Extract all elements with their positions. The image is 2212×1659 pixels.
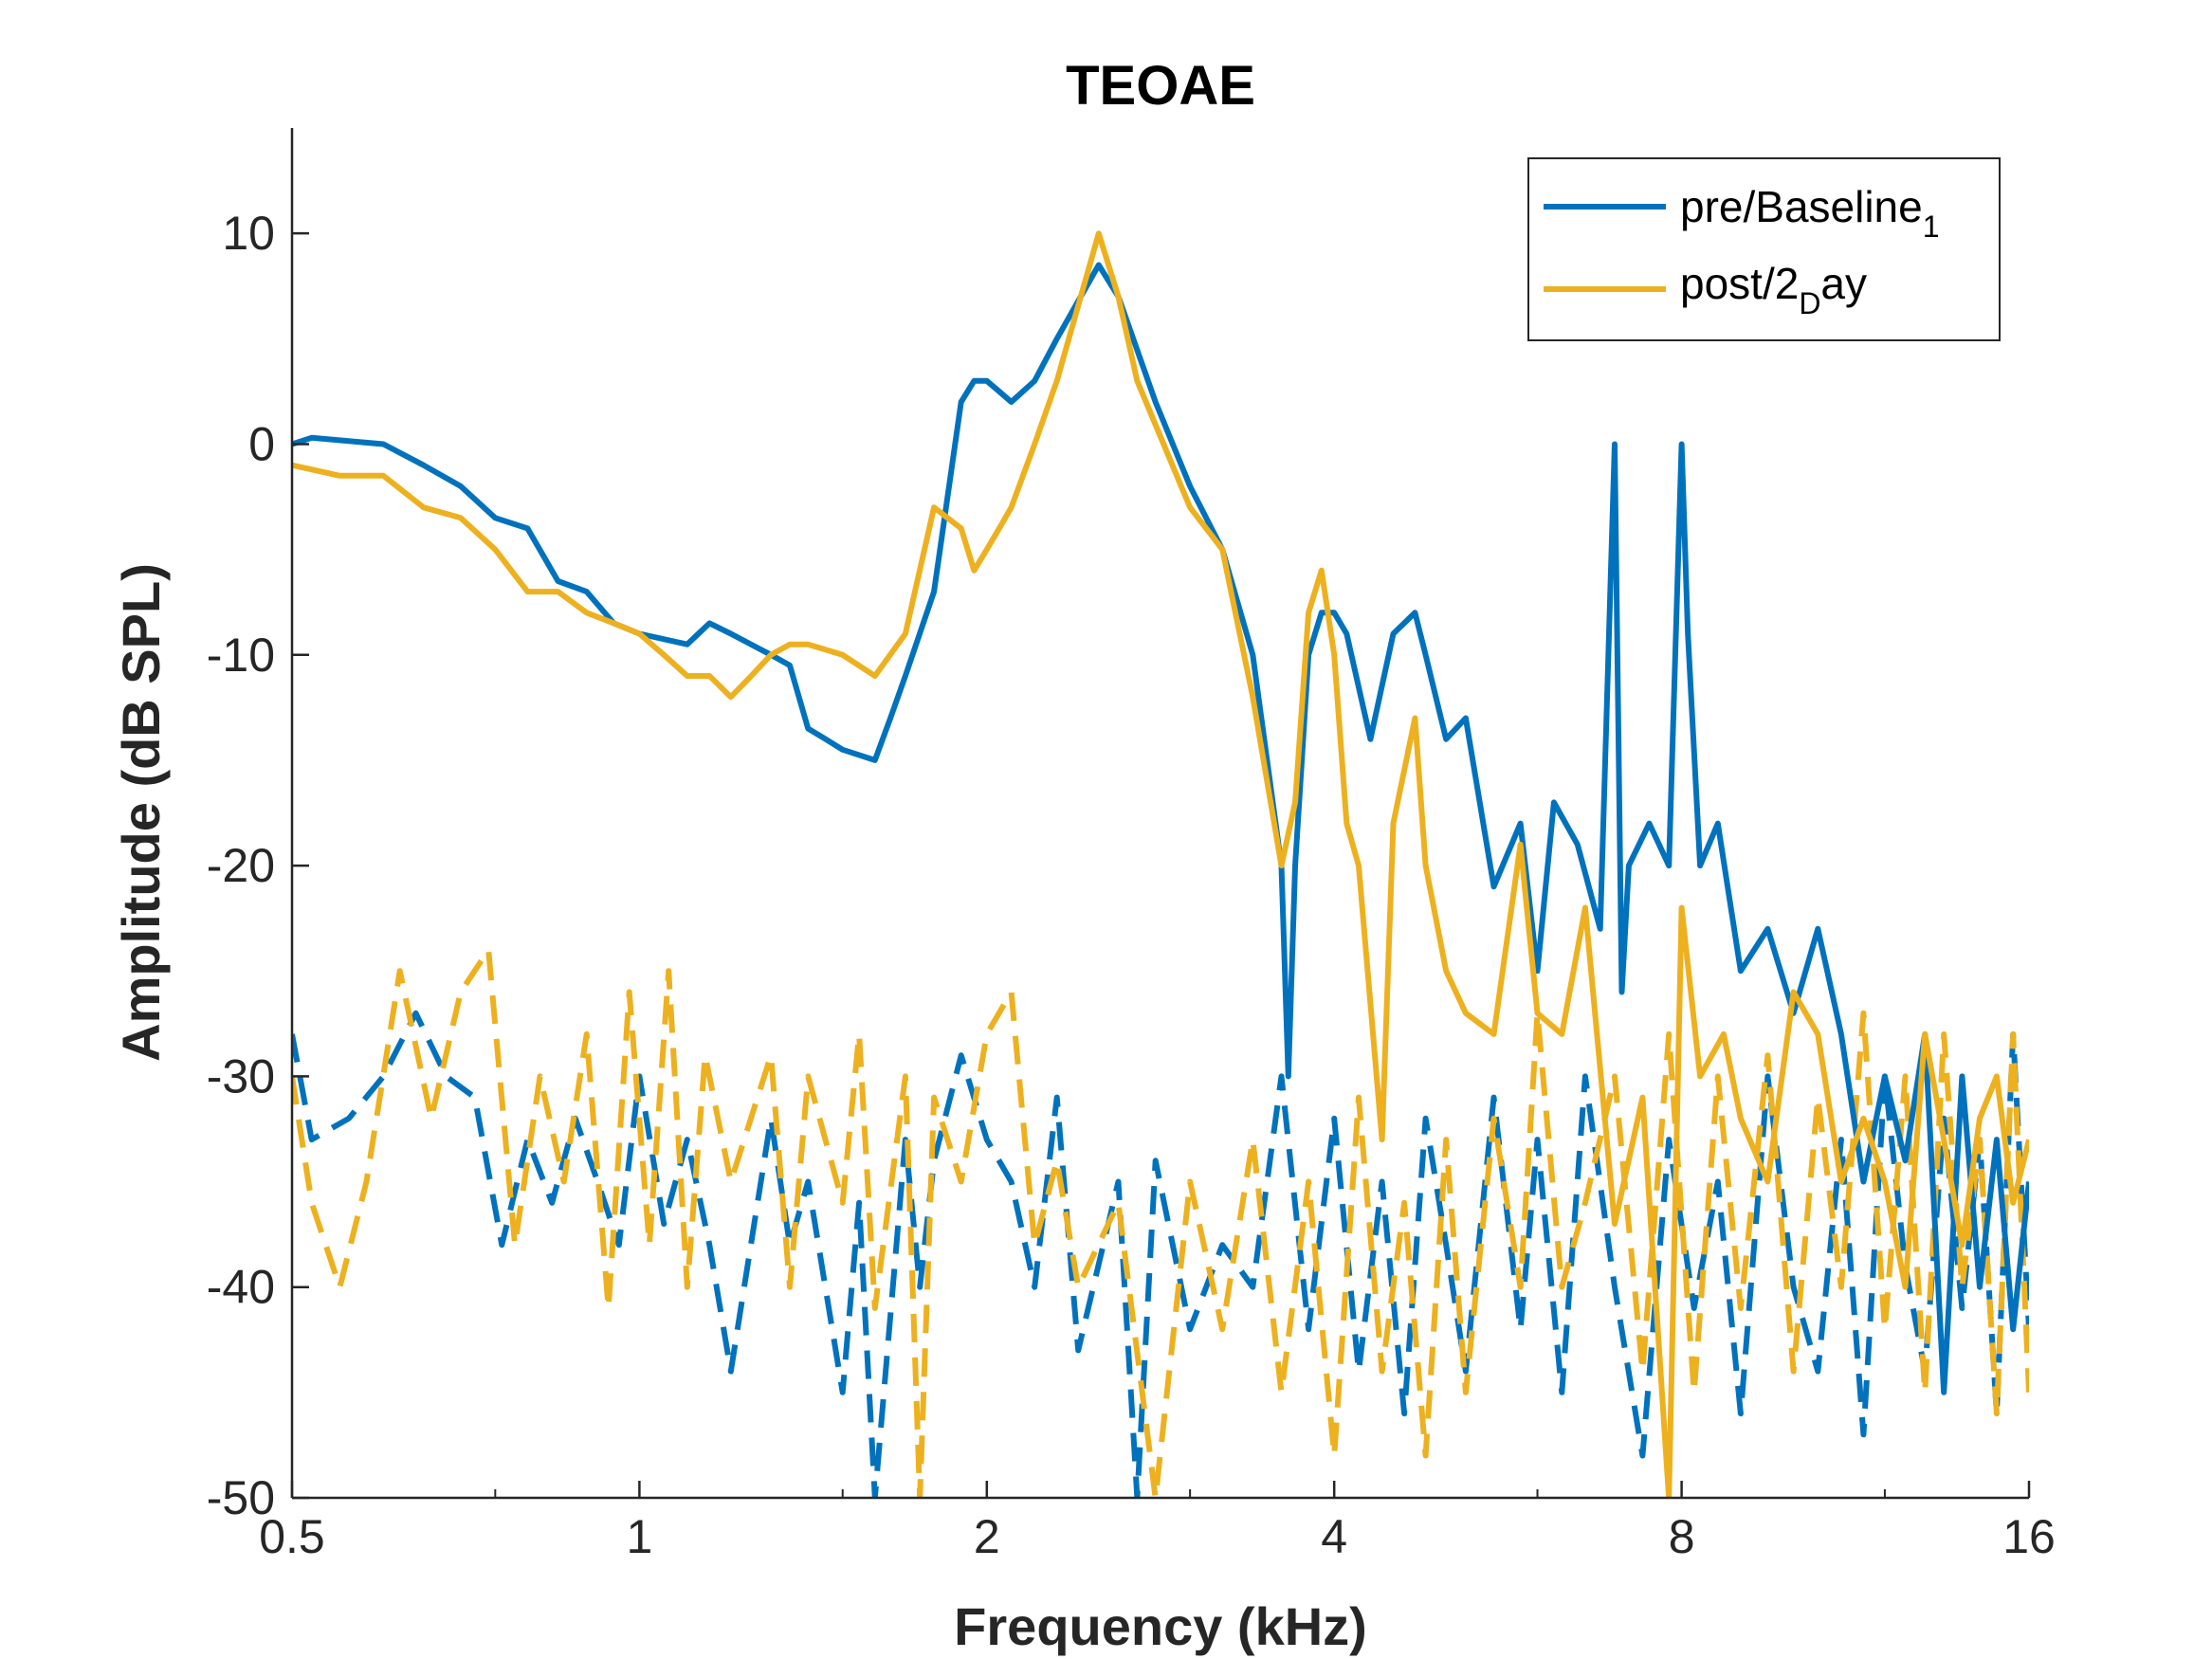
- x-ticks: 0.5 1 2 4 8 16: [259, 1481, 2056, 1563]
- series-layer: [292, 230, 2029, 1498]
- legend-label-pre-baseline: pre/Baseline1: [1680, 182, 1940, 244]
- y-tick-label: -30: [207, 1049, 275, 1103]
- x-tick-label: 1: [626, 1510, 652, 1563]
- series-line-0: [292, 262, 2029, 1395]
- y-tick-label: 0: [248, 417, 275, 470]
- y-tick-label: -50: [207, 1471, 275, 1524]
- legend-label-post-2day: post/2Day: [1680, 259, 1867, 320]
- chart-title: TEOAE: [1066, 55, 1255, 117]
- legend: pre/Baseline1 post/2Day: [1527, 157, 2001, 341]
- axes: [290, 128, 2029, 1500]
- x-tick-label: 2: [974, 1510, 1000, 1563]
- x-tick-label: 16: [2002, 1510, 2056, 1563]
- series-line-2: [292, 1010, 2029, 1498]
- legend-box: [1527, 157, 2001, 341]
- x-tick-label: 0.5: [259, 1510, 325, 1563]
- x-tick-label: 4: [1321, 1510, 1347, 1563]
- x-axis-label: Frequency (kHz): [954, 1596, 1367, 1656]
- y-tick-label: -20: [207, 839, 275, 892]
- y-tick-label: -10: [207, 629, 275, 682]
- y-tick-label: -40: [207, 1261, 275, 1314]
- y-ticks: 10 0 -10 -20 -30 -40 -50: [207, 207, 309, 1524]
- y-axis-label: Amplitude (dB SPL): [111, 563, 171, 1062]
- y-tick-label: 10: [222, 207, 275, 260]
- series-line-3: [292, 947, 2029, 1498]
- series-line-1: [292, 230, 2029, 1498]
- x-tick-label: 8: [1669, 1510, 1695, 1563]
